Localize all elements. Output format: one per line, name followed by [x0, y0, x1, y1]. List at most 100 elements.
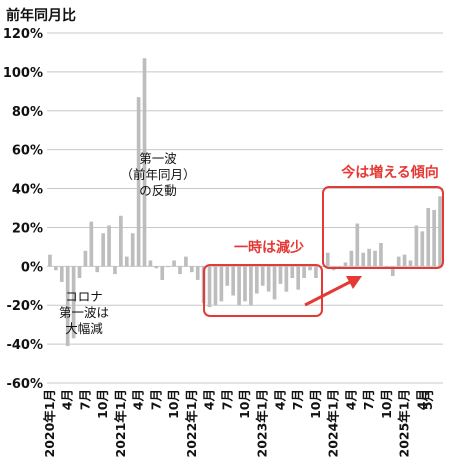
bar: [113, 266, 117, 275]
bar: [207, 266, 212, 308]
x-tick-label: 7月: [290, 389, 305, 410]
bar: [249, 266, 253, 306]
annotation-covid-drop: コロナ 第一波は 大幅減: [59, 289, 109, 336]
x-tick-label: 10月: [237, 389, 252, 419]
bar: [408, 260, 413, 267]
annotation-rebound-line-3: の反動: [139, 183, 177, 198]
x-tick-label: 7月: [77, 389, 92, 410]
decline-highlight-box: [203, 264, 323, 317]
bar: [101, 233, 105, 267]
bar: [160, 266, 165, 280]
x-tick-label: 2023年1月: [255, 389, 270, 458]
bar: [213, 266, 218, 306]
bar: [349, 250, 354, 267]
bar: [260, 266, 265, 286]
bar: [166, 266, 170, 268]
bar: [266, 266, 271, 292]
bar: [396, 256, 401, 267]
bar-series: [48, 58, 442, 347]
bar: [154, 266, 159, 269]
bar: [130, 233, 135, 267]
bar: [89, 221, 94, 267]
bar: [83, 250, 88, 267]
bar: [254, 266, 259, 294]
x-tick-label: 4月: [414, 389, 429, 410]
bar: [390, 266, 395, 277]
bar: [54, 266, 58, 271]
bar: [402, 254, 407, 267]
bar: [124, 256, 129, 267]
x-tick-label: 2024年1月: [326, 389, 341, 458]
y-tick-label: 40%: [12, 183, 43, 198]
bar: [95, 266, 100, 273]
y-tick-label: -20%: [6, 299, 43, 314]
bar: [355, 223, 360, 267]
bar: [343, 262, 348, 267]
y-tick-label: 20%: [12, 221, 43, 236]
x-tick-label: 2022年1月: [184, 389, 199, 458]
annotation-decline-box: 一時は減少: [203, 239, 323, 317]
annotation-covid-line-1: コロナ: [65, 289, 103, 304]
bar: [325, 252, 330, 267]
bar: [184, 256, 188, 267]
bar: [178, 266, 182, 275]
x-tick-label: 4月: [202, 389, 217, 410]
bar: [59, 266, 64, 282]
x-tick-label: 7月: [361, 389, 376, 410]
bar: [172, 260, 176, 267]
bar: [385, 266, 389, 268]
bar: [71, 266, 76, 339]
bar: [414, 225, 419, 267]
bar: [237, 266, 241, 306]
x-tick-label: 10月: [166, 389, 181, 419]
bar: [225, 266, 230, 286]
annotation-increase-box: 今は増える傾向: [322, 164, 444, 269]
bar: [367, 248, 371, 267]
x-tick-label: 7月: [148, 389, 163, 410]
y-tick-label: -60%: [6, 377, 43, 392]
bar: [314, 266, 318, 278]
bar: [231, 266, 236, 296]
bar: [77, 266, 82, 278]
y-tick-label: 0%: [21, 260, 43, 275]
x-tick-label: 4月: [343, 389, 358, 410]
bar: [373, 250, 377, 267]
x-tick-label: 2025年1月: [397, 389, 412, 458]
x-tick-label: 10月: [95, 389, 110, 419]
x-tick-label: 10月: [308, 389, 323, 419]
x-tick-label: 4月: [131, 389, 146, 410]
y-tick-labels: 120% 100% 80% 60% 40% 20% 0% -20% -40% -60%: [3, 27, 43, 392]
bar: [195, 266, 200, 280]
y-axis-title: 前年同月比: [6, 7, 76, 24]
bar: [438, 196, 442, 267]
bar: [142, 58, 147, 267]
bar: [119, 215, 123, 267]
annotation-decline-label: 一時は減少: [234, 239, 304, 256]
x-tick-label: 2020年1月: [42, 389, 57, 458]
bar: [48, 254, 52, 267]
x-tick-label: 4月: [60, 389, 75, 410]
bar: [426, 208, 431, 267]
annotation-covid-line-3: 大幅減: [65, 321, 103, 336]
annotation-covid-line-2: 第一波は: [59, 305, 109, 320]
bar: [107, 225, 111, 267]
x-tick-labels: 2020年1月 4月 7月 10月 2021年1月 4月 7月 10月 2022年1月 4月 7月 1…: [42, 389, 435, 458]
x-tick-label: 2021年1月: [113, 389, 128, 458]
bar: [278, 266, 283, 284]
bar: [189, 266, 194, 273]
x-tick-label: 5月: [420, 389, 435, 410]
bar: [432, 209, 436, 267]
y-tick-label: 120%: [3, 27, 43, 42]
y-tick-label: 80%: [12, 105, 43, 120]
bar: [219, 266, 224, 302]
bar: [302, 266, 306, 278]
annotation-rebound-line-1: 第一波: [139, 151, 177, 166]
increase-highlight-box: [322, 186, 444, 269]
bar: [308, 266, 312, 271]
annotation-rebound: 第一波 （前年同月） の反動: [120, 151, 195, 198]
bar: [284, 266, 289, 292]
x-tick-label: 4月: [272, 389, 287, 410]
bar: [361, 252, 366, 267]
bar: [148, 260, 153, 267]
trend-arrow: [304, 276, 362, 307]
